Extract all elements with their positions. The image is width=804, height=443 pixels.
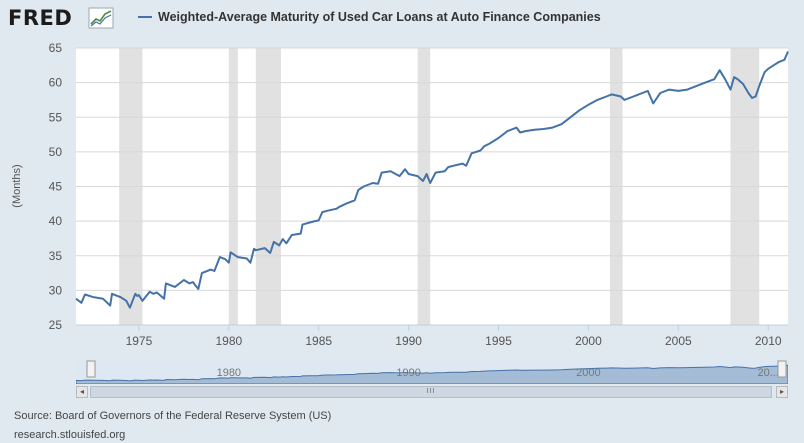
scrollbar-thumb[interactable]: III [90, 386, 772, 398]
y-tick-label: 25 [49, 318, 63, 332]
legend: Weighted-Average Maturity of Used Car Lo… [138, 10, 601, 24]
x-tick-label: 1995 [485, 334, 512, 348]
scroll-right-button[interactable]: ▸ [776, 386, 788, 398]
range-navigator[interactable]: 1980 1990 2000 20... ◂ III ▸ [75, 355, 789, 401]
navigator-handle-right [777, 360, 787, 378]
chart-area[interactable]: 25 30 35 40 45 50 55 60 65 1975 1980 1985 1990 1995 20… [0, 0, 804, 355]
navigator-label: 20... [758, 367, 779, 379]
fred-logo[interactable]: FRED [8, 6, 73, 30]
y-tick-label: 55 [49, 110, 63, 124]
x-tick-label: 1985 [305, 334, 332, 348]
legend-label[interactable]: Weighted-Average Maturity of Used Car Lo… [158, 10, 601, 24]
series-line [75, 51, 789, 309]
legend-swatch [138, 16, 152, 18]
source-url[interactable]: research.stlouisfed.org [14, 429, 126, 441]
chart-header: FRED Weighted-Average Maturity of Used C… [0, 0, 804, 36]
y-tick-label: 30 [49, 283, 63, 297]
y-tick-label: 65 [49, 41, 63, 55]
x-tick-label: 2005 [665, 334, 692, 348]
y-tick-label: 40 [49, 214, 63, 228]
trend-chart-icon [88, 7, 114, 29]
y-tick-label: 45 [49, 180, 63, 194]
y-tick-label: 50 [49, 145, 63, 159]
x-tick-label: 2000 [575, 334, 602, 348]
navigator-chart: 1980 1990 2000 20... [75, 359, 789, 385]
y-tick-label: 35 [49, 249, 63, 263]
source-note: Source: Board of Governors of the Federa… [14, 410, 332, 422]
navigator-handle-left [86, 360, 96, 378]
navigator-label: 1980 [217, 367, 241, 379]
y-tick-label: 60 [49, 76, 63, 90]
navigator-track[interactable]: 1980 1990 2000 20... [75, 359, 789, 385]
navigator-label: 1990 [396, 367, 420, 379]
navigator-label: 2000 [576, 367, 600, 379]
navigator-series [75, 364, 789, 385]
x-tick-label: 1975 [126, 334, 153, 348]
scroll-left-button[interactable]: ◂ [76, 386, 88, 398]
x-tick-label: 2010 [755, 334, 782, 348]
x-tick-label: 1980 [215, 334, 242, 348]
x-tick-label: 1990 [395, 334, 422, 348]
